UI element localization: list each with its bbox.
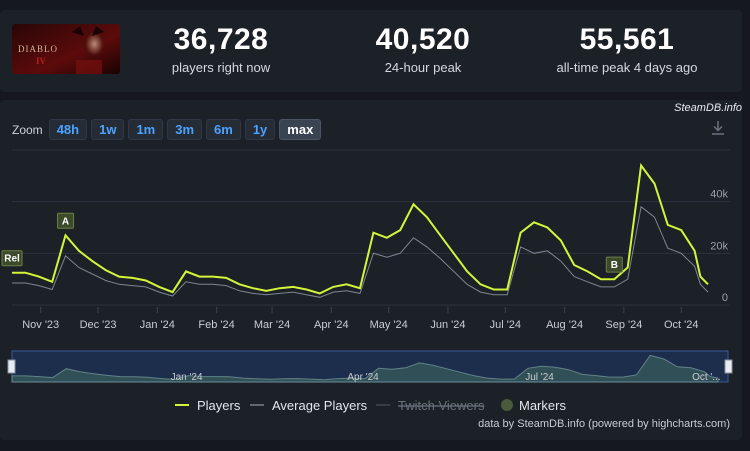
chart-series bbox=[12, 162, 709, 298]
navigator-label: Oct '... bbox=[692, 372, 721, 383]
zoom-max-button[interactable]: max bbox=[279, 119, 322, 140]
legend-swatch bbox=[501, 399, 513, 411]
marker-label: B bbox=[611, 260, 618, 271]
marker-flag[interactable] bbox=[605, 256, 623, 273]
x-tick-label: Nov '23 bbox=[22, 319, 59, 331]
alltime-peak-value: 55,561 bbox=[579, 23, 675, 56]
zoom-6m-button[interactable]: 6m bbox=[206, 119, 241, 140]
marker-b[interactable]: B bbox=[605, 256, 623, 273]
x-tick-label: Mar '24 bbox=[254, 319, 290, 331]
zoom-1m-button[interactable]: 1m bbox=[128, 119, 164, 140]
game-thumbnail[interactable]: DIABLO IV bbox=[12, 24, 120, 74]
x-tick-label: Dec '23 bbox=[80, 319, 117, 331]
chart-markers[interactable]: Rel A B bbox=[1, 212, 623, 273]
x-tick-label: Sep '24 bbox=[605, 319, 642, 331]
navigator-left-handle[interactable] bbox=[7, 359, 16, 374]
marker-a[interactable]: A bbox=[57, 212, 75, 229]
marker-rel[interactable]: Rel bbox=[1, 250, 23, 267]
stats-panel: DIABLO IV 36,728 players right now 40,52… bbox=[0, 10, 742, 92]
peak-24h-stat: 40,520 24-hour peak bbox=[338, 23, 508, 76]
peak-24h-value: 40,520 bbox=[375, 23, 471, 56]
navigator-label: Jul '24 bbox=[525, 372, 554, 383]
svg-text:IV: IV bbox=[36, 56, 47, 66]
marker-label: Rel bbox=[4, 254, 20, 265]
peak-24h-label: 24-hour peak bbox=[384, 60, 462, 75]
zoom-label: Zoom bbox=[12, 122, 43, 137]
navigator-label: Jan '24 bbox=[171, 372, 203, 383]
legend-players-label: Players bbox=[197, 398, 241, 413]
current-players-stat: 36,728 players right now bbox=[136, 23, 306, 76]
legend-average[interactable]: Average Players bbox=[250, 398, 368, 413]
y-tick-label: 0 bbox=[722, 292, 728, 304]
average-players-line bbox=[12, 205, 709, 298]
y-tick-label: 20k bbox=[710, 240, 728, 252]
zoom-1y-button[interactable]: 1y bbox=[244, 119, 276, 140]
navigator-label: Apr '24 bbox=[347, 372, 379, 383]
alltime-peak-label: all-time peak 4 days ago bbox=[556, 60, 698, 75]
zoom-1w-button[interactable]: 1w bbox=[91, 119, 125, 140]
x-tick-label: May '24 bbox=[370, 319, 408, 331]
legend-markers-label: Markers bbox=[519, 398, 566, 413]
current-players-label: players right now bbox=[171, 60, 271, 75]
x-tick-label: Jul '24 bbox=[490, 319, 521, 331]
current-players-value: 36,728 bbox=[173, 23, 269, 56]
legend-twitch[interactable]: Twitch Viewers bbox=[376, 398, 485, 413]
download-icon[interactable] bbox=[708, 118, 728, 138]
legend-average-label: Average Players bbox=[272, 398, 368, 413]
x-tick-label: Oct '24 bbox=[664, 319, 699, 331]
x-tick-label: Apr '24 bbox=[314, 319, 349, 331]
y-tick-label: 40k bbox=[710, 189, 728, 201]
x-tick-label: Aug '24 bbox=[546, 319, 583, 331]
marker-flag[interactable] bbox=[57, 212, 75, 229]
chart-gridlines bbox=[12, 149, 730, 306]
zoom-3m-button[interactable]: 3m bbox=[167, 119, 203, 140]
game-title-logo: DIABLO bbox=[18, 44, 58, 54]
x-tick-label: Jan '24 bbox=[140, 319, 175, 331]
legend-twitch-label: Twitch Viewers bbox=[398, 398, 485, 413]
marker-flag[interactable] bbox=[1, 250, 23, 267]
x-axis-labels: Nov '23 Dec '23 Jan '24 Feb '24 Mar '24 Apr '… bbox=[22, 307, 698, 331]
steamdb-watermark: SteamDB.info bbox=[674, 102, 742, 114]
zoom-48h-button[interactable]: 48h bbox=[48, 119, 88, 140]
alltime-peak-stat: 55,561 all-time peak 4 days ago bbox=[542, 23, 712, 76]
navigator-series bbox=[11, 354, 719, 383]
x-tick-label: Jun '24 bbox=[430, 319, 465, 331]
chart-credit: data by SteamDB.info (powered by highcha… bbox=[478, 418, 730, 430]
legend-players[interactable]: Players bbox=[175, 398, 241, 413]
y-axis-labels: 0 20k 40k bbox=[710, 189, 728, 304]
chart-legend: Players Average Players Twitch Viewers Mark… bbox=[175, 398, 566, 413]
zoom-controls: Zoom 48h 1w 1m 3m 6m 1y max bbox=[12, 119, 325, 140]
marker-label: A bbox=[62, 216, 69, 227]
legend-markers[interactable]: Markers bbox=[501, 398, 566, 413]
navigator[interactable]: Jan '24 Apr '24 Jul '24 Oct '... bbox=[7, 350, 733, 383]
players-line bbox=[12, 162, 709, 295]
x-tick-label: Feb '24 bbox=[198, 319, 234, 331]
navigator-right-handle[interactable] bbox=[724, 359, 733, 374]
